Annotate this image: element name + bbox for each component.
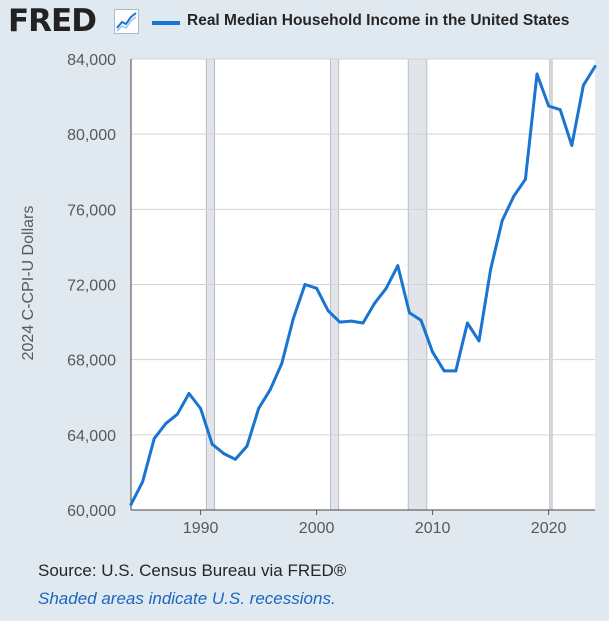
data-point	[384, 286, 388, 290]
y-tick-label: 60,000	[67, 503, 116, 520]
data-point	[280, 362, 284, 365]
data-point	[396, 264, 400, 268]
data-point	[210, 442, 214, 446]
y-tick-label: 64,000	[67, 428, 116, 445]
data-point	[361, 321, 365, 325]
data-point	[454, 369, 458, 373]
data-point	[129, 502, 133, 506]
data-point	[582, 83, 585, 87]
data-point	[234, 457, 237, 461]
data-point	[292, 316, 295, 320]
data-point	[338, 320, 342, 324]
x-tick-label: 2000	[299, 520, 335, 537]
data-point	[164, 422, 168, 425]
data-point	[268, 388, 272, 392]
data-point	[547, 104, 550, 108]
chart-group: 60,000 64,000 68,000 72,000 76,000 80,000 84,0…	[67, 52, 597, 537]
line-chart: 60,000 64,000 68,000 72,000 76,000 80,000 84,0…	[67, 52, 597, 537]
data-point	[593, 65, 597, 68]
data-point	[535, 72, 539, 76]
data-point	[315, 286, 318, 290]
data-point	[500, 219, 504, 223]
source-text: Source: U.S. Census Bureau via FRED®	[38, 561, 347, 580]
line-chart-icon-graphic	[116, 12, 137, 32]
data-point	[466, 321, 469, 325]
y-tick-label: 72,000	[67, 278, 116, 295]
line-chart-icon[interactable]	[114, 9, 139, 34]
x-tick-label: 2020	[531, 520, 567, 537]
x-tick-label: 2010	[415, 520, 451, 537]
data-point	[489, 268, 492, 271]
data-point	[408, 311, 411, 315]
recession-note: Shaded areas indicate U.S. recessions.	[38, 589, 336, 608]
x-tick-label: 1990	[183, 520, 219, 537]
data-point	[326, 309, 330, 313]
legend-swatch	[152, 21, 180, 25]
data-point	[222, 452, 226, 456]
data-point	[303, 283, 307, 286]
data-point	[199, 407, 203, 410]
data-point	[187, 392, 191, 395]
fred-logo[interactable]: FRED	[8, 3, 97, 39]
legend-label: Real Median Household Income in the Unit…	[187, 12, 570, 29]
data-point	[524, 177, 527, 181]
data-point	[245, 444, 249, 448]
data-point	[512, 194, 516, 198]
y-tick-label: 68,000	[67, 353, 116, 370]
data-point	[350, 319, 353, 323]
data-point	[176, 412, 179, 416]
data-point	[141, 480, 145, 484]
data-point	[570, 144, 574, 147]
y-tick-label: 76,000	[67, 202, 116, 219]
data-point	[442, 369, 446, 373]
data-point	[558, 108, 562, 112]
data-point	[477, 339, 481, 343]
data-point	[419, 318, 423, 322]
chart-header: FRED Real Median Household Income in the…	[0, 0, 609, 44]
y-tick-label: 84,000	[67, 52, 116, 69]
data-point	[373, 301, 376, 305]
data-point	[152, 437, 156, 440]
y-tick-label: 80,000	[67, 127, 116, 144]
data-point	[257, 407, 260, 410]
data-point	[431, 350, 434, 354]
